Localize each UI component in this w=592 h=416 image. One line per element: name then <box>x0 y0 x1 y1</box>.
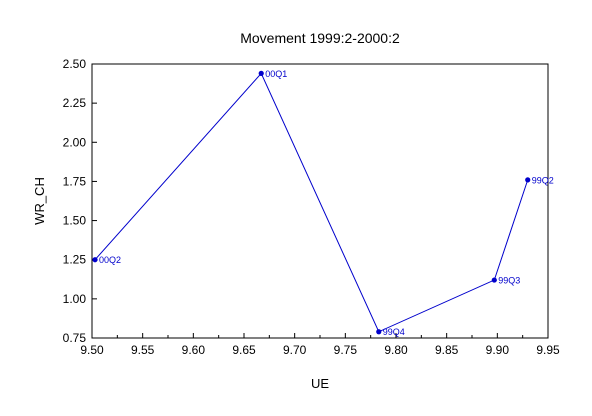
x-tick-label: 9.65 <box>232 343 256 357</box>
x-tick-label: 9.80 <box>384 343 408 357</box>
x-tick-label: 9.50 <box>80 343 104 357</box>
point-label: 99Q4 <box>383 327 405 337</box>
series-line: 99Q2 99Q3 99Q4 00Q1 00Q2 <box>92 69 554 337</box>
plot-frame <box>91 63 549 339</box>
x-tick-label: 9.95 <box>536 343 560 357</box>
data-point <box>376 329 382 335</box>
data-point <box>491 277 497 283</box>
x-tick-label: 9.60 <box>182 343 206 357</box>
y-tick-label: 0.75 <box>63 331 87 345</box>
data-point <box>92 257 98 263</box>
point-label: 99Q2 <box>532 175 554 185</box>
x-axis-title: UE <box>311 376 329 391</box>
y-axis-title: WR_CH <box>32 177 47 225</box>
point-label: 00Q1 <box>265 69 287 79</box>
data-point <box>258 70 264 76</box>
x-tick-label: 9.55 <box>131 343 155 357</box>
y-tick-label: 1.00 <box>63 292 87 306</box>
y-tick-label: 1.25 <box>63 253 87 267</box>
y-tick-label: 2.50 <box>63 57 87 71</box>
y-tick-label: 1.50 <box>63 214 87 228</box>
x-axis: 9.50 9.55 9.60 9.65 9.70 9.75 9.80 9.85 9.90 9.95 <box>80 333 560 357</box>
x-tick-label: 9.85 <box>435 343 459 357</box>
data-point <box>525 177 531 183</box>
point-label: 00Q2 <box>99 255 121 265</box>
x-tick-label: 9.90 <box>486 343 510 357</box>
x-tick-label: 9.70 <box>283 343 307 357</box>
series-path <box>94 72 529 333</box>
x-tick-label: 9.75 <box>334 343 358 357</box>
point-label: 99Q3 <box>498 276 520 286</box>
y-axis: 0.75 1.00 1.25 1.50 1.75 2.00 2.25 2.50 <box>63 57 97 345</box>
y-tick-label: 1.75 <box>63 174 87 188</box>
y-tick-label: 2.25 <box>63 96 87 110</box>
chart-title: Movement 1999:2-2000:2 <box>240 30 400 46</box>
y-tick-label: 2.00 <box>63 135 87 149</box>
